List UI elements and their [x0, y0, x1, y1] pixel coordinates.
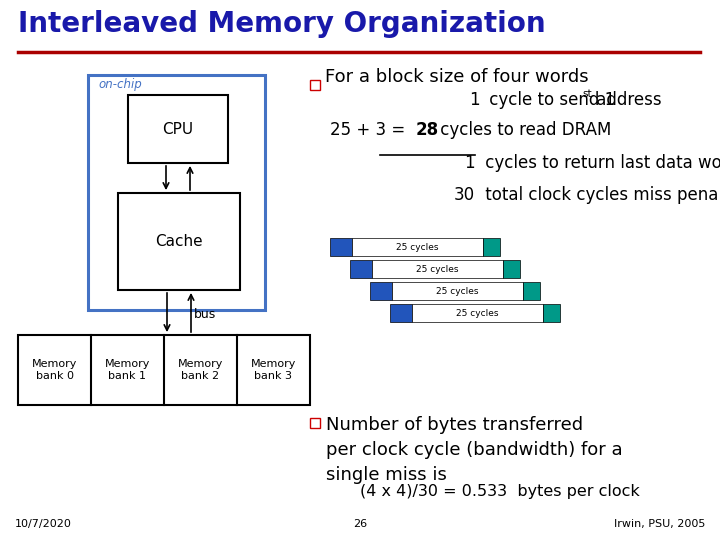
- Text: address: address: [591, 91, 662, 109]
- Text: 1: 1: [464, 154, 475, 172]
- Text: Memory
bank 2: Memory bank 2: [178, 359, 223, 381]
- Bar: [370, 282, 392, 300]
- Text: CPU: CPU: [163, 122, 194, 137]
- Bar: [18, 335, 310, 405]
- Text: 25 cycles: 25 cycles: [396, 242, 438, 252]
- Text: cycle to send 1: cycle to send 1: [484, 91, 616, 109]
- Bar: [523, 282, 540, 300]
- Text: (4 x 4)/30 = 0.533  bytes per clock: (4 x 4)/30 = 0.533 bytes per clock: [360, 484, 640, 499]
- Bar: [350, 260, 372, 278]
- Text: 28: 28: [416, 121, 439, 139]
- Text: 10/7/2020: 10/7/2020: [15, 519, 72, 529]
- Text: 26: 26: [353, 519, 367, 529]
- Text: 25 + 3 =: 25 + 3 =: [330, 121, 410, 139]
- Text: on-chip: on-chip: [98, 78, 142, 91]
- Text: bus: bus: [194, 308, 216, 321]
- Text: Number of bytes transferred
per clock cycle (bandwidth) for a
single miss is: Number of bytes transferred per clock cy…: [326, 416, 623, 484]
- Bar: [390, 304, 412, 322]
- Bar: [352, 238, 483, 256]
- Bar: [392, 282, 523, 300]
- Bar: [310, 418, 320, 428]
- Bar: [128, 95, 228, 163]
- Bar: [88, 75, 265, 310]
- Text: total clock cycles miss penalty: total clock cycles miss penalty: [480, 186, 720, 204]
- Text: Cache: Cache: [156, 234, 203, 249]
- Text: cycles to return last data word: cycles to return last data word: [480, 154, 720, 172]
- Text: 25 cycles: 25 cycles: [416, 265, 459, 273]
- Bar: [483, 238, 500, 256]
- Bar: [330, 238, 352, 256]
- Text: Interleaved Memory Organization: Interleaved Memory Organization: [18, 10, 546, 38]
- Text: Memory
bank 0: Memory bank 0: [32, 359, 77, 381]
- Text: 25 cycles: 25 cycles: [456, 308, 499, 318]
- Text: Memory
bank 3: Memory bank 3: [251, 359, 296, 381]
- Bar: [412, 304, 543, 322]
- Text: 25 cycles: 25 cycles: [436, 287, 479, 295]
- Bar: [310, 80, 320, 90]
- Text: st: st: [582, 89, 592, 99]
- Bar: [372, 260, 503, 278]
- Bar: [118, 193, 240, 290]
- Text: cycles to read DRAM: cycles to read DRAM: [435, 121, 611, 139]
- Text: 1: 1: [469, 91, 480, 109]
- Text: Memory
bank 1: Memory bank 1: [105, 359, 150, 381]
- Text: Irwin, PSU, 2005: Irwin, PSU, 2005: [613, 519, 705, 529]
- Text: For a block size of four words: For a block size of four words: [325, 68, 589, 86]
- Bar: [503, 260, 520, 278]
- Text: 30: 30: [454, 186, 475, 204]
- Bar: [543, 304, 560, 322]
